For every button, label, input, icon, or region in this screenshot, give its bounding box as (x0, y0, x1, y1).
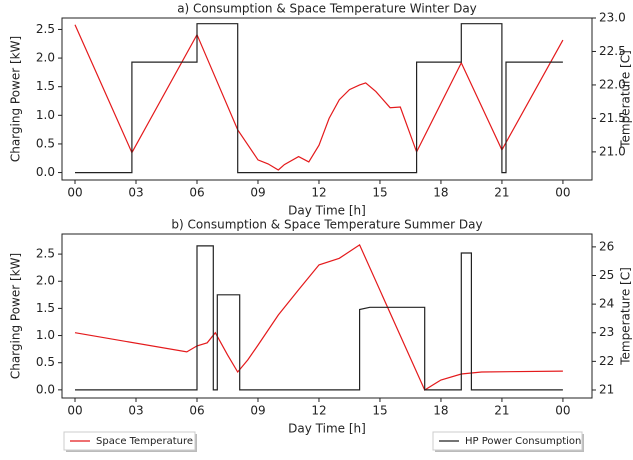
x-tick-label: 06 (189, 186, 204, 200)
legend-box (63, 431, 196, 451)
y-tick-label: 1.5 (36, 79, 55, 93)
y2-tick-label: 23 (599, 325, 614, 339)
y2-tick-label: 24 (599, 297, 614, 311)
y-tick-label: 2.5 (36, 247, 55, 261)
legend-box (432, 431, 583, 451)
x-tick-label: 03 (128, 404, 143, 418)
y2-axis-label: Temperature [C] (619, 267, 633, 366)
series-line (75, 23, 563, 174)
series-line (74, 244, 563, 391)
x-tick-label: 12 (311, 186, 326, 200)
y-tick-label: 0.5 (36, 355, 55, 369)
subplot-title: b) Consumption & Space Temperature Summe… (171, 218, 482, 232)
y-tick-label: 1.0 (36, 108, 55, 122)
plot-frame (61, 17, 593, 181)
y2-tick-label: 23.0 (599, 11, 626, 25)
series-line (75, 245, 563, 391)
y2-tick-label: 22.0 (599, 77, 626, 91)
x-tick-label: 03 (128, 186, 143, 200)
y-tick-label: 1.0 (36, 328, 55, 342)
x-tick-label: 09 (250, 404, 265, 418)
y2-axis-label: Temperature [C] (619, 50, 633, 149)
series-line (74, 24, 564, 171)
x-tick-label: 00 (67, 186, 82, 200)
x-tick-label: 18 (433, 404, 448, 418)
x-tick-label: 15 (372, 404, 387, 418)
plot-frame (61, 233, 593, 399)
y-tick-label: 2.0 (36, 51, 55, 65)
y2-tick-label: 22 (599, 354, 614, 368)
y2-tick-label: 26 (599, 239, 614, 253)
x-tick-label: 21 (494, 404, 509, 418)
y2-tick-label: 21.5 (599, 111, 626, 125)
x-tick-label: 09 (250, 186, 265, 200)
y-axis-label: Charging Power [kW] (9, 36, 23, 162)
x-tick-label: 21 (494, 186, 509, 200)
x-tick-label: 00 (67, 404, 82, 418)
y-tick-label: 0.0 (36, 165, 55, 179)
x-tick-label: 00 (555, 404, 570, 418)
legend-label: Space Temperature (96, 436, 193, 447)
y-tick-label: 0.5 (36, 136, 55, 150)
x-tick-label: 18 (433, 186, 448, 200)
y2-tick-label: 21 (599, 382, 614, 396)
x-tick-label: 12 (311, 404, 326, 418)
x-axis-label: Day Time [h] (288, 422, 366, 436)
y2-tick-label: 21.0 (599, 144, 626, 158)
x-axis-label: Day Time [h] (288, 204, 366, 218)
subplot-title: a) Consumption & Space Temperature Winte… (177, 2, 477, 16)
x-tick-label: 00 (555, 186, 570, 200)
y-tick-label: 2.5 (36, 22, 55, 36)
y2-tick-label: 25 (599, 268, 614, 282)
y-tick-label: 1.5 (36, 301, 55, 315)
x-tick-label: 06 (189, 404, 204, 418)
legend-label: HP Power Consumption (465, 436, 581, 447)
y-tick-label: 0.0 (36, 382, 55, 396)
y2-tick-label: 22.5 (599, 44, 626, 58)
x-tick-label: 15 (372, 186, 387, 200)
y-axis-label: Charging Power [kW] (9, 253, 23, 379)
y-tick-label: 2.0 (36, 274, 55, 288)
